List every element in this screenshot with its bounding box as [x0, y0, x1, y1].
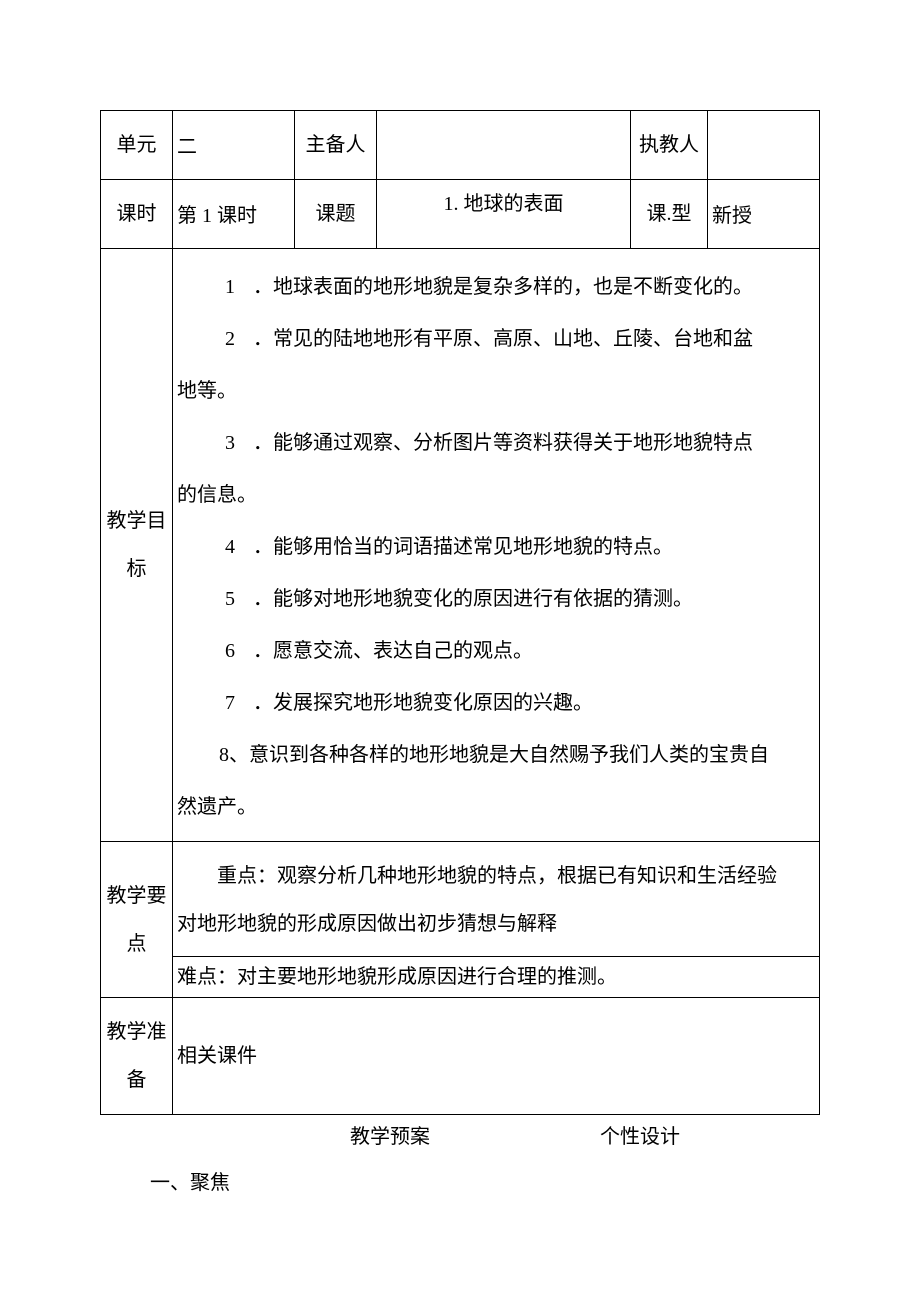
obj-cont-8: 然遗产。 — [177, 781, 815, 833]
obj-text-7: ．发展探究地形地貌变化原因的兴趣。 — [253, 692, 593, 714]
type-value: 新授 — [708, 180, 820, 249]
design-label: 个性设计 — [580, 1123, 820, 1151]
main-preparer-value — [377, 111, 631, 180]
obj-num-2: 2 — [227, 313, 253, 365]
key-points-label: 教学要点 — [101, 842, 173, 998]
objectives-row: 教学目标 1．地球表面的地形地貌是复杂多样的，也是不断变化的。 2．常见的陆地地… — [101, 249, 820, 842]
type-label: 课.型 — [631, 180, 708, 249]
obj-num-4: 4 — [227, 521, 253, 573]
key-points-row-1: 教学要点 重点：观察分析几种地形地貌的特点，根据已有知识和生活经验 对地形地貌的… — [101, 842, 820, 957]
preparation-label: 教学准备 — [101, 998, 173, 1115]
obj-cont-3: 的信息。 — [177, 469, 815, 521]
obj-text-1: ．地球表面的地形地貌是复杂多样的，也是不断变化的。 — [253, 276, 753, 298]
period-label: 课时 — [101, 180, 173, 249]
obj-text-2: ．常见的陆地地形有平原、高原、山地、丘陵、台地和盆 — [253, 328, 753, 350]
obj-text-5: ．能够对地形地貌变化的原因进行有依据的猜测。 — [253, 588, 693, 610]
obj-text-8: 8、意识到各种各样的地形地貌是大自然赐予我们人类的宝贵自 — [177, 729, 815, 781]
preparation-value: 相关课件 — [173, 998, 820, 1115]
header-row-2: 课时 第 1 课时 课题 1. 地球的表面 课.型 新授 — [101, 180, 820, 249]
main-preparer-label: 主备人 — [295, 111, 377, 180]
lesson-plan-table: 单元 二 主备人 执教人 课时 第 1 课时 课题 1. 地球的表面 课.型 新… — [100, 110, 820, 1115]
plan-label: 教学预案 — [100, 1123, 580, 1151]
teacher-value — [708, 111, 820, 180]
key-points-content: 重点：观察分析几种地形地貌的特点，根据已有知识和生活经验 对地形地貌的形成原因做… — [173, 842, 820, 957]
footer-row: 教学预案 个性设计 — [100, 1123, 820, 1151]
obj-text-6: ．愿意交流、表达自己的观点。 — [253, 640, 533, 662]
period-value: 第 1 课时 — [173, 180, 295, 249]
key-line-1: 重点：观察分析几种地形地貌的特点，根据已有知识和生活经验 — [177, 852, 815, 900]
objectives-content: 1．地球表面的地形地貌是复杂多样的，也是不断变化的。 2．常见的陆地地形有平原、… — [173, 249, 820, 842]
obj-text-4: ．能够用恰当的词语描述常见地形地貌的特点。 — [253, 536, 673, 558]
unit-value: 二 — [173, 111, 295, 180]
topic-value: 1. 地球的表面 — [377, 180, 631, 249]
obj-num-7: 7 — [227, 677, 253, 729]
preparation-row: 教学准备 相关课件 — [101, 998, 820, 1115]
obj-num-3: 3 — [227, 417, 253, 469]
key-points-row-2: 难点：对主要地形地貌形成原因进行合理的推测。 — [101, 957, 820, 998]
objectives-label: 教学目标 — [101, 249, 173, 842]
obj-num-6: 6 — [227, 625, 253, 677]
obj-cont-2: 地等。 — [177, 365, 815, 417]
section-heading: 一、聚焦 — [100, 1169, 820, 1197]
obj-num-1: 1 — [227, 261, 253, 313]
obj-num-5: 5 — [227, 573, 253, 625]
key-line-2: 对地形地貌的形成原因做出初步猜想与解释 — [177, 900, 815, 948]
unit-label: 单元 — [101, 111, 173, 180]
header-row-1: 单元 二 主备人 执教人 — [101, 111, 820, 180]
teacher-label: 执教人 — [631, 111, 708, 180]
obj-text-3: ．能够通过观察、分析图片等资料获得关于地形地貌特点 — [253, 432, 753, 454]
topic-label: 课题 — [295, 180, 377, 249]
difficult-content: 难点：对主要地形地貌形成原因进行合理的推测。 — [173, 957, 820, 998]
